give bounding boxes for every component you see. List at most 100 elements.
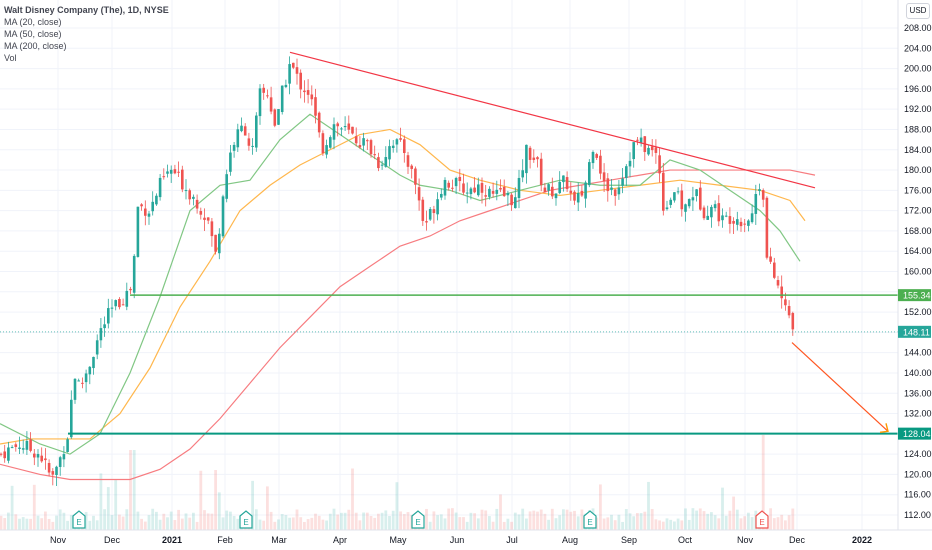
volume-bar bbox=[332, 508, 336, 530]
earnings-label: E bbox=[243, 518, 248, 527]
candle-body bbox=[699, 187, 702, 210]
volume-bar bbox=[269, 511, 273, 530]
candle-body bbox=[95, 340, 99, 355]
volume-bar bbox=[254, 509, 258, 530]
indicator-volume[interactable]: Vol bbox=[4, 53, 17, 63]
volume-bar bbox=[573, 510, 576, 530]
indicator-ma200[interactable]: MA (200, close) bbox=[4, 41, 67, 51]
candle-body bbox=[621, 178, 624, 186]
candle-body bbox=[488, 188, 491, 197]
volume-bar bbox=[306, 519, 310, 530]
volume-bar bbox=[118, 514, 121, 530]
volume-bar bbox=[639, 513, 643, 530]
candle-body bbox=[417, 187, 421, 201]
volume-bar bbox=[613, 520, 617, 530]
volume-bar bbox=[521, 508, 525, 530]
volume-bar bbox=[173, 520, 177, 530]
candle-body bbox=[347, 123, 351, 130]
candle-body bbox=[447, 182, 450, 188]
candle-body bbox=[173, 169, 177, 174]
volume-bar bbox=[388, 515, 391, 530]
candle-body bbox=[680, 190, 684, 210]
volume-bar bbox=[369, 515, 373, 530]
trendline[interactable] bbox=[289, 51, 816, 189]
candle-body bbox=[569, 190, 573, 194]
volume-bar bbox=[595, 517, 599, 530]
candle-body bbox=[218, 233, 221, 254]
indicator-ma20[interactable]: MA (20, close) bbox=[4, 17, 62, 27]
volume-bar bbox=[791, 508, 795, 530]
volume-bar bbox=[499, 494, 502, 530]
volume-bar bbox=[602, 518, 606, 530]
candle-body bbox=[377, 157, 380, 169]
volume-bar bbox=[465, 521, 469, 530]
candle-body bbox=[321, 133, 325, 154]
projection-arrow[interactable] bbox=[791, 342, 889, 432]
candle-body bbox=[625, 166, 628, 178]
candle-body bbox=[21, 448, 25, 450]
volume-bar bbox=[447, 508, 451, 530]
candle-body bbox=[195, 199, 199, 209]
volume-bar bbox=[661, 521, 665, 530]
candle-body bbox=[588, 162, 591, 186]
candle-body bbox=[739, 221, 743, 227]
volume-bar bbox=[772, 518, 776, 530]
candle-body bbox=[406, 155, 410, 167]
candle-body bbox=[177, 171, 180, 173]
candle-body bbox=[351, 126, 354, 134]
candle-body bbox=[539, 158, 543, 186]
volume-bar bbox=[451, 508, 454, 530]
volume-bar bbox=[632, 516, 636, 530]
volume-bar bbox=[88, 520, 92, 530]
volume-bar bbox=[325, 520, 328, 530]
candle-body bbox=[317, 112, 321, 133]
candle-body bbox=[650, 146, 654, 151]
volume-bar bbox=[680, 520, 684, 530]
candle-body bbox=[332, 124, 336, 140]
volume-bar bbox=[621, 521, 624, 530]
volume-bar bbox=[391, 510, 395, 530]
candle-body bbox=[573, 191, 576, 201]
candle-body bbox=[606, 178, 610, 192]
candle-body bbox=[391, 145, 395, 149]
volume-bar bbox=[373, 517, 377, 530]
candle-body bbox=[40, 455, 43, 462]
candle-body bbox=[599, 155, 602, 174]
candle-body bbox=[210, 221, 214, 237]
candle-body bbox=[36, 454, 40, 458]
volume-bar bbox=[32, 484, 36, 530]
volume-bar bbox=[354, 512, 358, 530]
candle-body bbox=[81, 382, 84, 384]
candle-body bbox=[303, 90, 306, 93]
volume-bar bbox=[214, 470, 217, 530]
candle-body bbox=[791, 313, 795, 330]
drawings[interactable] bbox=[0, 51, 898, 435]
support-price-label: 128.04 bbox=[903, 429, 931, 439]
candle-body bbox=[155, 195, 158, 205]
price-axis[interactable]: 208.00 204.00 200.00 196.00 192.00 188.00 184.… bbox=[897, 0, 932, 550]
volume-bar bbox=[761, 435, 765, 530]
volume-bar bbox=[62, 512, 66, 530]
candle-body bbox=[710, 206, 713, 218]
price-tick: 168.00 bbox=[904, 226, 932, 236]
price-tick: 184.00 bbox=[904, 145, 932, 155]
volume-bar bbox=[728, 510, 732, 530]
candle-body bbox=[162, 176, 166, 178]
candle-body bbox=[395, 139, 399, 145]
candle-body bbox=[236, 129, 240, 148]
ma200-line bbox=[0, 169, 816, 481]
symbol-title[interactable]: Walt Disney Company (The), 1D, NYSE bbox=[4, 5, 169, 15]
time-axis[interactable]: Nov Dec 2021 Feb Mar Apr May Jun Jul Aug Sep Oct Nov… bbox=[0, 529, 932, 550]
indicator-ma50[interactable]: MA (50, close) bbox=[4, 29, 62, 39]
currency-badge[interactable]: USD bbox=[906, 3, 930, 19]
volume-bar bbox=[547, 519, 550, 530]
candle-body bbox=[761, 190, 765, 200]
time-tick: Dec bbox=[789, 535, 806, 545]
time-tick: 2022 bbox=[852, 535, 872, 545]
volume-bar bbox=[232, 515, 236, 530]
time-tick: Apr bbox=[333, 535, 347, 545]
volume-bar bbox=[58, 509, 62, 530]
volume-bar bbox=[502, 521, 506, 530]
volume-bar bbox=[151, 508, 155, 530]
